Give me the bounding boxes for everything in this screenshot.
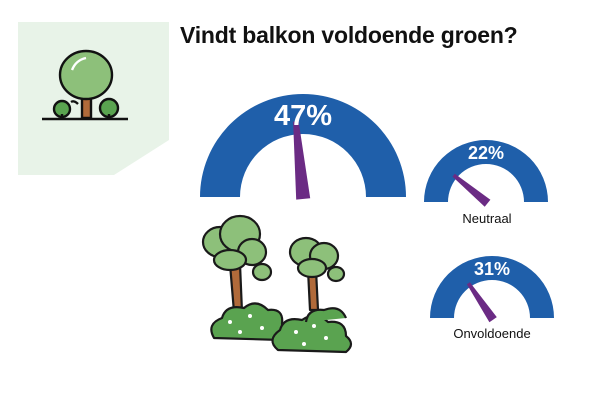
gauge-needle	[452, 173, 491, 207]
gauge-insufficient-label: Onvoldoende	[453, 326, 531, 341]
gauge-track	[200, 94, 406, 197]
forest-illustration-icon	[201, 214, 353, 354]
gauge-track	[430, 256, 554, 318]
forest-illustration	[196, 212, 358, 358]
gauge-insufficient-svg	[430, 256, 554, 323]
gauge-needle	[293, 121, 311, 200]
gauge-neutral-value: 22%	[467, 143, 505, 163]
gauge-main: 47%	[200, 94, 406, 204]
gauge-needle	[466, 282, 497, 323]
gauge-main-svg	[200, 94, 406, 200]
gauge-neutral: 22%	[424, 140, 548, 208]
gauge-insufficient: 31%	[430, 256, 554, 324]
gauge-insufficient-value: 31%	[473, 259, 511, 279]
gauge-track	[424, 140, 548, 202]
page-title: Vindt balkon voldoende groen?	[180, 22, 518, 48]
gauge-neutral-label: Neutraal	[462, 211, 512, 226]
tree-badge-icon	[18, 22, 169, 175]
gauge-neutral-svg	[424, 140, 548, 207]
gauge-main-value: 47%	[273, 100, 333, 132]
tree-badge	[18, 22, 169, 175]
